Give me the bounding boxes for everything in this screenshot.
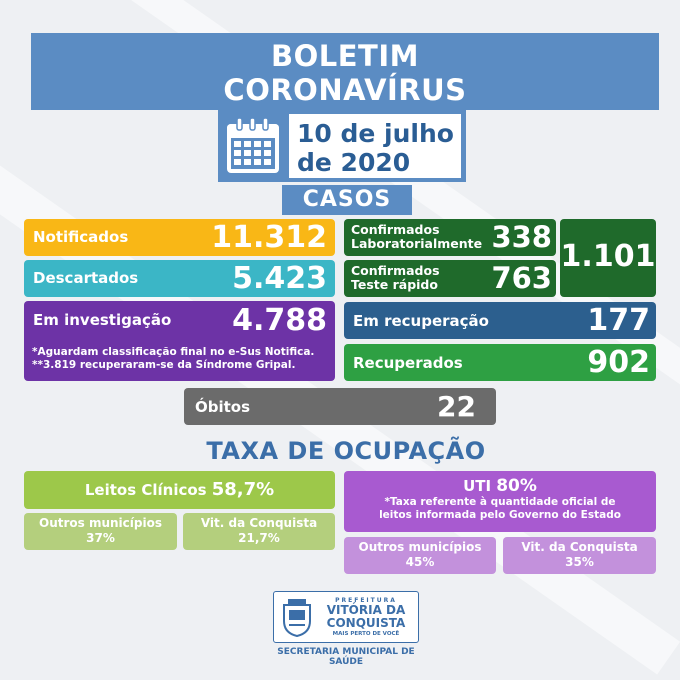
investigacao-note1: *Aguardam classificação final no e-Sus N… <box>32 346 315 358</box>
leitos-vit-card: Vit. da Conquista 21,7% <box>183 513 335 550</box>
uti-note1: *Taxa referente à quantidade oficial de <box>384 496 616 508</box>
descartados-card: Descartados 5.423 <box>24 260 335 297</box>
conf-lab-value: 338 <box>491 220 552 254</box>
logo-name1: VITÓRIA DA <box>326 603 406 617</box>
logo-name2: CONQUISTA <box>326 616 406 630</box>
conf-rapido-label1: Confirmados <box>351 263 440 278</box>
conf-rapido-label2: Teste rápido <box>351 277 438 292</box>
investigacao-value: 4.788 <box>232 303 327 338</box>
recuperados-value: 902 <box>587 345 650 380</box>
uti-label: UTI <box>463 477 492 495</box>
leitos-value: 58,7% <box>211 479 275 500</box>
calendar-icon <box>227 117 279 173</box>
conf-lab-card: Confirmados Laboratorialmente 338 <box>344 219 556 256</box>
logo-tagline: MAIS PERTO DE VOCÊ <box>332 631 400 637</box>
notificados-card: Notificados 11.312 <box>24 219 335 256</box>
total-confirmados-card: 1.101 <box>560 219 656 297</box>
leitos-outros-label: Outros municípios <box>39 516 162 530</box>
uti-outros-label: Outros municípios <box>358 540 482 554</box>
conf-lab-label2: Laboratorialmente <box>351 236 483 251</box>
descartados-label: Descartados <box>33 269 139 287</box>
leitos-vit-label: Vit. da Conquista <box>200 516 318 530</box>
investigacao-card: Em investigação 4.788 *Aguardam classifi… <box>24 301 335 381</box>
recuperados-card: Recuperados 902 <box>344 344 656 381</box>
uti-value: 80% <box>496 476 537 496</box>
obitos-label: Óbitos <box>195 398 251 416</box>
uti-vit-label: Vit. da Conquista <box>521 540 638 554</box>
investigacao-label: Em investigação <box>33 311 172 329</box>
logo-top: PREFEITURA <box>335 597 397 604</box>
leitos-vit-value: 21,7% <box>238 531 280 545</box>
header-line1: BOLETIM <box>271 39 419 73</box>
coat-of-arms-icon <box>283 599 311 637</box>
bulletin-header: BOLETIM CORONAVÍRUS <box>31 33 659 110</box>
leitos-label: Leitos Clínicos <box>84 481 207 499</box>
uti-vit-value: 35% <box>565 555 594 569</box>
secretaria-line2: SAÚDE <box>328 657 364 667</box>
total-confirmados-value: 1.101 <box>560 239 656 274</box>
casos-title: CASOS <box>282 185 412 215</box>
uti-card: UTI 80% *Taxa referente à quantidade ofi… <box>344 471 656 532</box>
recuperacao-value: 177 <box>587 303 650 338</box>
leitos-card: Leitos Clínicos 58,7% <box>24 471 335 509</box>
date-line1: 10 de julho <box>297 119 454 148</box>
recuperacao-card: Em recuperação 177 <box>344 302 656 339</box>
ocupacao-title: TAXA DE OCUPAÇÃO <box>206 437 486 465</box>
leitos-outros-value: 37% <box>86 531 115 545</box>
date-line2: de 2020 <box>297 148 411 177</box>
notificados-value: 11.312 <box>211 220 327 255</box>
prefeitura-logo: PREFEITURA VITÓRIA DA CONQUISTA MAIS PER… <box>273 591 419 643</box>
obitos-card: Óbitos 22 <box>184 388 496 425</box>
investigacao-note2: **3.819 recuperaram-se da Síndrome Gripa… <box>32 359 296 371</box>
conf-rapido-card: Confirmados Teste rápido 763 <box>344 260 556 297</box>
header-line2: CORONAVÍRUS <box>223 73 467 107</box>
recuperados-label: Recuperados <box>353 354 463 372</box>
conf-lab-label1: Confirmados <box>351 222 440 237</box>
obitos-value: 22 <box>437 390 476 423</box>
descartados-value: 5.423 <box>232 261 327 296</box>
uti-note2: leitos informada pelo Governo do Estado <box>379 509 621 521</box>
notificados-label: Notificados <box>33 228 129 246</box>
uti-outros-value: 45% <box>405 555 435 569</box>
conf-rapido-value: 763 <box>491 261 552 295</box>
secretaria-line1: SECRETARIA MUNICIPAL DE <box>277 647 415 657</box>
uti-vit-card: Vit. da Conquista 35% <box>503 537 656 574</box>
leitos-outros-card: Outros municípios 37% <box>24 513 177 550</box>
uti-outros-card: Outros municípios 45% <box>344 537 496 574</box>
date-text: 10 de julho de 2020 <box>289 114 461 178</box>
recuperacao-label: Em recuperação <box>353 312 489 330</box>
